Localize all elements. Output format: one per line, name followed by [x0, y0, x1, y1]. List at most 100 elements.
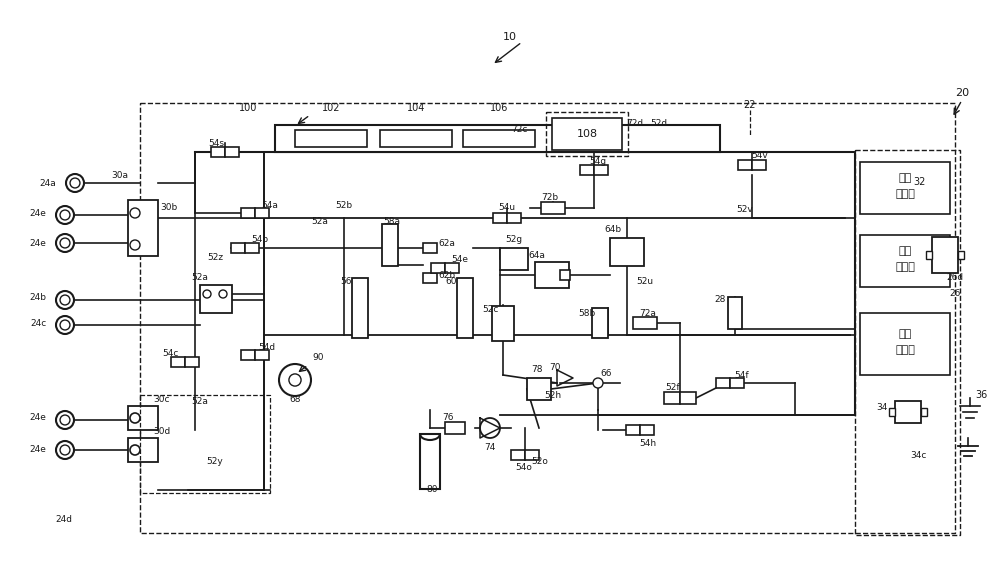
Text: 70: 70 [549, 364, 561, 373]
Circle shape [60, 295, 70, 305]
Text: 58b: 58b [578, 309, 596, 317]
Bar [445, 263, 459, 273]
Text: 54d: 54d [258, 343, 276, 351]
Bar [255, 208, 269, 218]
Bar [738, 160, 752, 170]
Circle shape [130, 240, 140, 250]
Bar [211, 147, 225, 157]
Text: 108: 108 [576, 129, 598, 139]
Text: 72b: 72b [541, 193, 559, 203]
Text: 26: 26 [949, 288, 961, 298]
Text: 52u: 52u [636, 278, 654, 287]
Bar [231, 243, 245, 253]
Circle shape [56, 441, 74, 459]
Circle shape [56, 291, 74, 309]
Text: 80: 80 [426, 485, 438, 494]
Bar [728, 297, 742, 329]
Bar [640, 425, 654, 435]
Bar [445, 422, 465, 434]
Bar [716, 378, 730, 388]
Text: 24b: 24b [30, 294, 46, 302]
Text: 54g: 54g [589, 158, 607, 167]
Text: 52f: 52f [666, 384, 680, 392]
Bar [420, 434, 440, 489]
Text: 54v: 54v [752, 151, 768, 159]
Text: 64a: 64a [529, 250, 545, 260]
Text: 52z: 52z [207, 253, 223, 263]
Bar [171, 357, 185, 367]
Bar [492, 306, 514, 341]
Bar [500, 248, 528, 270]
Text: 56: 56 [340, 278, 352, 287]
Bar [680, 392, 696, 404]
Text: 90: 90 [312, 354, 324, 362]
Text: 24e: 24e [30, 414, 46, 422]
Text: 102: 102 [322, 103, 340, 113]
Text: 62b: 62b [438, 271, 456, 279]
Bar [295, 130, 367, 147]
Bar [926, 251, 932, 259]
Circle shape [56, 206, 74, 224]
Circle shape [60, 415, 70, 425]
Bar [423, 243, 437, 253]
Text: 30a: 30a [112, 171, 128, 181]
Text: 52v: 52v [737, 205, 753, 215]
Bar [200, 285, 232, 313]
Text: 106: 106 [490, 103, 508, 113]
Text: 患者: 患者 [898, 173, 912, 183]
Text: 54f: 54f [735, 372, 749, 380]
Text: 连接器: 连接器 [895, 345, 915, 355]
Circle shape [66, 174, 84, 192]
Bar [546, 112, 628, 156]
Bar [128, 200, 158, 256]
Text: 74: 74 [484, 444, 496, 452]
Text: 54a: 54a [262, 200, 278, 209]
Bar [541, 202, 565, 214]
Circle shape [60, 445, 70, 455]
Bar [128, 438, 158, 462]
Bar [527, 378, 551, 400]
Circle shape [593, 378, 603, 388]
Text: 24e: 24e [30, 208, 46, 218]
Circle shape [60, 320, 70, 330]
Bar [610, 238, 644, 266]
Text: 52g: 52g [505, 235, 523, 245]
Text: 52y: 52y [207, 458, 223, 466]
Text: 26d: 26d [946, 273, 964, 283]
Bar [921, 408, 927, 416]
Circle shape [70, 178, 80, 188]
Bar [245, 243, 259, 253]
Text: 52h: 52h [544, 391, 562, 399]
Bar [352, 278, 368, 338]
Text: 54h: 54h [639, 439, 657, 448]
Bar [255, 350, 269, 360]
Text: 78: 78 [531, 365, 543, 374]
Circle shape [60, 210, 70, 220]
Bar [423, 273, 437, 283]
Text: 52b: 52b [335, 200, 353, 209]
Circle shape [279, 364, 311, 396]
Bar [932, 237, 958, 273]
Bar [560, 270, 570, 280]
Bar [889, 408, 895, 416]
Circle shape [289, 374, 301, 386]
Bar [185, 357, 199, 367]
Text: 20: 20 [955, 88, 969, 98]
Text: 54b: 54b [251, 235, 269, 245]
Text: 68: 68 [289, 395, 301, 404]
Text: 30b: 30b [160, 203, 177, 212]
Circle shape [130, 413, 140, 423]
Bar [241, 350, 255, 360]
Bar [664, 392, 680, 404]
Text: 排出: 排出 [898, 329, 912, 339]
Text: 60: 60 [445, 278, 457, 287]
Text: 连接器: 连接器 [895, 262, 915, 272]
Text: 30c: 30c [154, 395, 170, 403]
Circle shape [130, 445, 140, 455]
Text: 24c: 24c [30, 319, 46, 328]
Text: 72c: 72c [511, 126, 527, 134]
Text: 54c: 54c [162, 350, 178, 358]
Text: 62a: 62a [439, 239, 455, 249]
Text: 24e: 24e [30, 445, 46, 455]
Bar [225, 147, 239, 157]
